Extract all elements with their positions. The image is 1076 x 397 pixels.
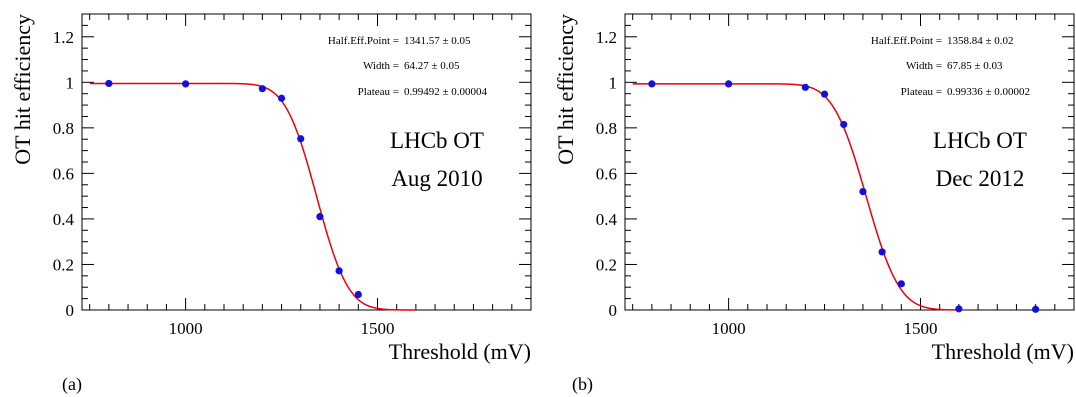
y-tick-label: 0.6 <box>596 164 617 183</box>
y-axis-label: OT hit efficiency <box>553 14 578 165</box>
y-tick-label: 1.2 <box>53 28 74 47</box>
x-tick-label: 1500 <box>903 319 937 338</box>
data-point <box>648 80 656 88</box>
y-tick-label: 0.4 <box>53 210 75 229</box>
y-tick-label: 0.2 <box>53 255 74 274</box>
data-point <box>955 305 963 313</box>
fit-stat-value: 0.99336 ± 0.00002 <box>947 86 1030 98</box>
panel-label: (a) <box>62 374 82 395</box>
data-point <box>840 120 848 129</box>
chart-panel-b: 1000 1500 0 0.2 0.4 0.6 0.8 1 1.2 Threshold (mV) O… <box>553 13 1075 395</box>
data-point <box>316 213 324 221</box>
data-point <box>725 80 733 88</box>
data-point <box>182 80 190 88</box>
data-point <box>1032 305 1040 313</box>
data-point <box>258 85 266 93</box>
fit-stat-value: 67.85 ± 0.03 <box>947 60 1003 72</box>
y-axis-label: OT hit efficiency <box>10 14 35 165</box>
fit-stat-label: Plateau = <box>358 86 399 98</box>
fit-stat-label: Width = <box>906 60 942 72</box>
fit-stat-label: Plateau = <box>901 86 942 98</box>
fit-curve <box>632 83 959 311</box>
x-axis-label: Threshold (mV) <box>932 339 1074 364</box>
y-tick-label: 1 <box>609 73 618 92</box>
annotation-text: LHCb OT <box>390 128 484 153</box>
fit-stat-value: 1341.57 ± 0.05 <box>404 35 471 47</box>
y-tick-label: 0 <box>66 301 75 320</box>
annotation-text: LHCb OT <box>933 128 1027 153</box>
data-point <box>105 79 113 88</box>
y-tick-label: 1 <box>66 73 75 92</box>
y-tick-label: 0.8 <box>596 119 617 138</box>
x-tick-label: 1500 <box>360 319 394 338</box>
data-point <box>277 94 286 102</box>
data-point <box>878 248 886 256</box>
fit-stat-value: 1358.84 ± 0.02 <box>947 35 1014 47</box>
fit-stat-label: Width = <box>363 60 399 72</box>
plot-frame <box>624 13 1075 311</box>
y-tick-label: 0.6 <box>53 164 74 183</box>
data-point <box>820 90 829 98</box>
fit-stat-label: Half.Eff.Point = <box>871 35 942 47</box>
data-point <box>801 83 809 91</box>
y-tick-label: 1.2 <box>596 28 617 47</box>
data-point <box>297 135 305 143</box>
fit-stat-label: Half.Eff.Point = <box>328 35 399 47</box>
x-tick-label: 1000 <box>712 319 746 338</box>
data-point <box>354 290 362 299</box>
chart-panel-a: 1000 1500 0 0.2 0.4 0.6 0.8 1 1.2 Threshold (mV) O… <box>10 13 532 395</box>
x-axis-label: Threshold (mV) <box>389 339 531 364</box>
y-tick-label: 0.4 <box>596 210 618 229</box>
x-tick-label: 1000 <box>169 319 203 338</box>
data-point <box>859 188 867 196</box>
data-point <box>897 280 905 288</box>
fit-stat-value: 64.27 ± 0.05 <box>404 60 460 72</box>
annotation-text: Aug 2010 <box>391 166 482 191</box>
annotation-text: Dec 2012 <box>936 166 1025 191</box>
panel-label: (b) <box>572 374 593 395</box>
fit-curve <box>89 82 416 311</box>
y-tick-label: 0.8 <box>53 119 74 138</box>
data-point <box>335 267 343 275</box>
fit-stat-value: 0.99492 ± 0.00004 <box>404 86 488 98</box>
y-tick-label: 0 <box>609 301 618 320</box>
y-tick-label: 0.2 <box>596 255 617 274</box>
